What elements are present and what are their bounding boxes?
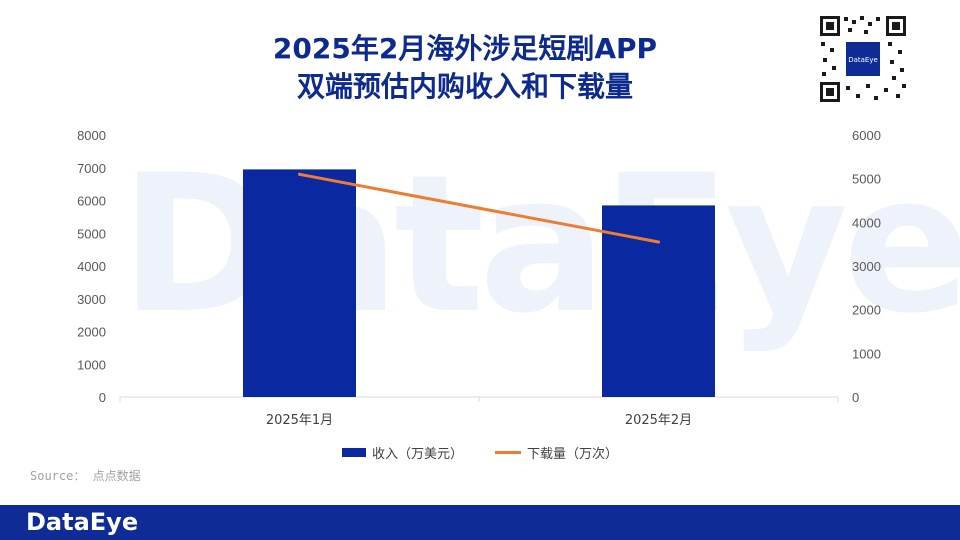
right-tick-label-3: 3000 xyxy=(852,259,881,274)
qr-code: DataEye xyxy=(818,14,908,104)
left-tick-label-7: 7000 xyxy=(77,161,106,176)
qr-brand-label: DataEye xyxy=(848,56,878,64)
left-axis-ticks: 0 1000 2000 3000 4000 5000 6000 7000 8000 xyxy=(77,128,106,405)
legend-swatch-bar xyxy=(341,448,366,457)
footer-logo: DataEye xyxy=(26,508,139,536)
left-tick-label-2: 2000 xyxy=(77,325,106,340)
footer-bar: DataEye xyxy=(0,505,960,540)
chart-title: 2025年2月海外涉足短剧APP 双端预估内购收入和下载量 xyxy=(0,30,930,106)
bar-series xyxy=(243,169,715,397)
source-note: Source： 点点数据 xyxy=(30,469,141,483)
category-label-1: 2025年2月 xyxy=(625,413,692,428)
legend-item-revenue: 收入（万美元） xyxy=(341,443,463,462)
line-point-1 xyxy=(657,240,660,244)
left-tick-label-3: 3000 xyxy=(77,292,106,307)
left-tick-label-5: 5000 xyxy=(77,226,106,241)
right-tick-label-5: 5000 xyxy=(852,172,881,187)
bar-0 xyxy=(243,169,356,397)
left-tick-label-0: 0 xyxy=(99,390,106,405)
right-tick-label-6: 6000 xyxy=(852,128,881,143)
category-labels: 2025年1月 2025年2月 xyxy=(266,413,692,428)
left-tick-label-6: 6000 xyxy=(77,194,106,209)
bar-1 xyxy=(602,205,715,397)
right-tick-label-4: 4000 xyxy=(852,215,881,230)
legend-label-downloads: 下载量（万次） xyxy=(527,447,619,462)
legend-item-downloads: 下载量（万次） xyxy=(495,443,618,462)
right-axis-ticks: 0 1000 2000 3000 4000 5000 6000 xyxy=(852,128,881,405)
right-tick-label-2: 2000 xyxy=(852,303,881,318)
title-line-1: 2025年2月海外涉足短剧APP xyxy=(272,32,658,65)
line-series xyxy=(298,172,660,244)
legend: 收入（万美元） 下载量（万次） xyxy=(0,443,960,462)
title-line-2: 双端预估内购收入和下载量 xyxy=(296,70,633,103)
right-tick-label-0: 0 xyxy=(852,390,859,405)
legend-swatch-line xyxy=(495,451,521,454)
right-tick-label-1: 1000 xyxy=(852,346,881,361)
left-tick-label-4: 4000 xyxy=(77,259,106,274)
line-point-0 xyxy=(298,172,301,176)
category-label-0: 2025年1月 xyxy=(266,413,333,428)
left-tick-label-8: 8000 xyxy=(77,128,106,143)
legend-label-revenue: 收入（万美元） xyxy=(371,447,463,462)
downloads-line xyxy=(298,172,660,244)
left-tick-label-1: 1000 xyxy=(77,357,106,372)
